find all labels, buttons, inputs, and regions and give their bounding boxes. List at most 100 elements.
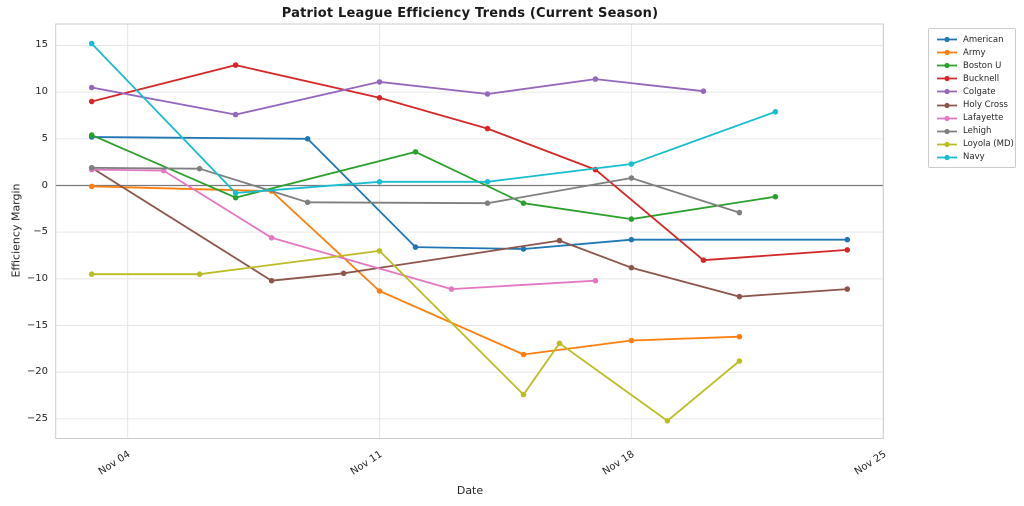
series-line-american: [90, 136, 849, 250]
data-point-lafayette: [592, 277, 599, 284]
data-point-lafayette: [448, 286, 455, 292]
data-point-loyola-md: [736, 358, 743, 364]
data-point-bucknell: [88, 98, 95, 105]
data-point-loyola-md: [196, 271, 203, 278]
y-tick-label: −15: [26, 319, 48, 331]
data-point-colgate: [484, 91, 491, 97]
y-tick-label: 10: [35, 86, 48, 98]
y-tick-label: 0: [41, 179, 48, 191]
data-point-american: [412, 244, 419, 250]
legend-label: Loyola (MD): [963, 139, 1014, 150]
legend-line-marker-icon: [937, 128, 957, 134]
legend-label: Bucknell: [963, 73, 1000, 84]
data-point-boston-u: [88, 132, 95, 138]
y-tick-label: −10: [26, 272, 48, 284]
data-point-navy: [88, 40, 95, 47]
data-point-lehigh: [304, 199, 311, 206]
plot-border: [55, 23, 884, 439]
data-point-american: [844, 236, 851, 243]
series-line-colgate: [90, 78, 705, 116]
chart-title: Patriot League Efficiency Trends (Curren…: [281, 6, 659, 21]
legend-line-marker-icon: [937, 63, 957, 69]
y-tick-label: 15: [35, 39, 48, 51]
legend-line-marker-icon: [937, 76, 957, 82]
series-line-lehigh: [90, 166, 741, 214]
data-point-army: [520, 351, 527, 358]
data-point-loyola-md: [520, 391, 527, 398]
data-point-holy-cross: [268, 277, 275, 284]
data-point-loyola-md: [664, 418, 671, 424]
series-line-bucknell: [90, 64, 849, 262]
data-point-holy-cross: [628, 264, 635, 271]
y-axis-title: Efficiency Margin: [9, 183, 23, 278]
legend-line-marker-icon: [937, 115, 957, 121]
y-tick-label: −20: [26, 366, 48, 378]
data-point-navy: [232, 190, 239, 196]
legend-label: Navy: [963, 152, 985, 163]
data-point-loyola-md: [88, 271, 95, 278]
data-point-lehigh: [88, 165, 95, 171]
y-tick-label: 5: [41, 132, 48, 144]
legend-line-marker-icon: [937, 36, 957, 43]
legend-item-colgate: Colgate: [929, 85, 1015, 98]
data-point-boston-u: [412, 149, 419, 155]
data-point-american: [520, 246, 527, 252]
data-point-navy: [628, 161, 635, 167]
data-point-army: [88, 183, 95, 190]
data-point-holy-cross: [556, 237, 563, 244]
data-point-lafayette: [268, 235, 275, 241]
legend-line-marker-icon: [937, 89, 957, 95]
y-tick-label: −5: [33, 226, 48, 238]
data-point-holy-cross: [340, 270, 347, 277]
series-line-boston-u: [90, 134, 777, 221]
legend-label: Lehigh: [963, 126, 992, 137]
data-point-colgate: [700, 88, 707, 94]
data-point-bucknell: [700, 257, 707, 264]
data-point-army: [736, 333, 743, 340]
legend-item-lafayette: Lafayette: [929, 112, 1015, 125]
legend-line-marker-icon: [937, 50, 957, 56]
legend-item-boston-u: Boston U: [929, 59, 1015, 72]
data-point-bucknell: [232, 62, 239, 68]
data-point-army: [628, 337, 635, 344]
data-point-colgate: [376, 79, 383, 85]
legend-item-army: Army: [929, 46, 1015, 59]
legend-item-lehigh: Lehigh: [929, 125, 1015, 138]
legend-line-marker-icon: [937, 141, 957, 147]
legend-box: American Army Boston U Bucknell Colgate Holy …: [928, 28, 1016, 168]
series-line-navy: [90, 42, 777, 194]
data-point-lehigh: [628, 175, 635, 181]
data-point-navy: [772, 109, 779, 115]
legend-item-american: American: [929, 33, 1015, 46]
y-tick-label: −25: [26, 412, 48, 424]
data-point-loyola-md: [556, 340, 563, 347]
legend-item-navy: Navy: [929, 151, 1015, 164]
data-point-boston-u: [232, 194, 239, 201]
data-point-loyola-md: [376, 248, 383, 254]
legend-item-loyola-md: Loyola (MD): [929, 138, 1015, 151]
legend-label: American: [963, 34, 1004, 45]
data-point-navy: [484, 179, 491, 185]
data-point-bucknell: [844, 247, 851, 253]
legend-item-bucknell: Bucknell: [929, 72, 1015, 85]
legend-label: Army: [963, 47, 986, 58]
data-point-holy-cross: [736, 293, 743, 300]
data-point-american: [628, 236, 635, 243]
legend-label: Boston U: [963, 60, 1002, 71]
data-point-colgate: [592, 76, 599, 82]
data-point-holy-cross: [844, 286, 851, 292]
legend-label: Holy Cross: [963, 100, 1008, 111]
data-point-american: [304, 136, 311, 142]
legend-label: Lafayette: [963, 113, 1004, 124]
series-line-loyola-md: [90, 249, 741, 422]
legend-label: Colgate: [963, 86, 996, 97]
legend-line-marker-icon: [937, 102, 957, 108]
data-point-boston-u: [628, 216, 635, 222]
data-point-lehigh: [736, 209, 743, 216]
legend-item-holy-cross: Holy Cross: [929, 98, 1015, 111]
data-point-boston-u: [520, 200, 527, 206]
data-point-bucknell: [484, 125, 491, 132]
data-point-lehigh: [196, 165, 203, 172]
